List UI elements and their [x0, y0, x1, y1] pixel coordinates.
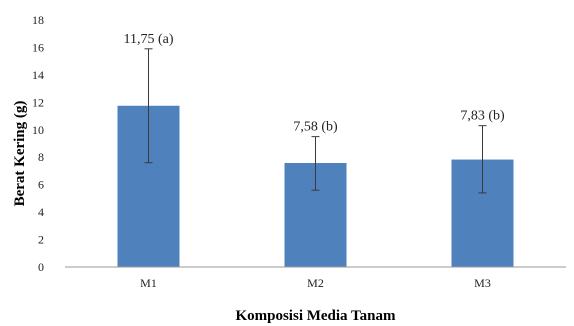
- y-tick-label: 8: [38, 150, 44, 164]
- y-tick-label: 10: [32, 123, 44, 137]
- x-axis-ticks: M1 M2 M3: [140, 276, 491, 290]
- data-label-m1: 11,75 (a): [123, 32, 173, 47]
- y-tick-label: 2: [38, 233, 44, 247]
- x-tick-label-m2: M2: [307, 276, 324, 290]
- x-axis-title: Komposisi Media Tanam: [235, 308, 396, 324]
- y-tick-label: 14: [32, 68, 44, 82]
- y-tick-label: 6: [38, 178, 44, 192]
- error-bars-group: [144, 48, 487, 194]
- y-tick-label: 4: [38, 205, 44, 219]
- y-axis-title: Berat Kering (g): [12, 101, 28, 207]
- y-tick-label: 16: [32, 40, 44, 54]
- data-label-m2: 7,58 (b): [293, 120, 338, 135]
- error-bar-m2: [311, 136, 320, 191]
- x-tick-label-m3: M3: [474, 276, 491, 290]
- data-labels-group: 11,75 (a) 7,58 (b) 7,83 (b): [123, 32, 505, 135]
- data-label-m3: 7,83 (b): [460, 109, 505, 124]
- error-bar-m1: [144, 48, 153, 164]
- error-bar-m3: [478, 125, 487, 194]
- x-tick-label-m1: M1: [140, 276, 157, 290]
- y-tick-label: 18: [32, 13, 44, 27]
- y-tick-label: 12: [32, 95, 44, 109]
- y-axis-ticks: 0 2 4 6 8 10 12 14 16 18: [32, 13, 44, 274]
- y-tick-label: 0: [38, 260, 44, 274]
